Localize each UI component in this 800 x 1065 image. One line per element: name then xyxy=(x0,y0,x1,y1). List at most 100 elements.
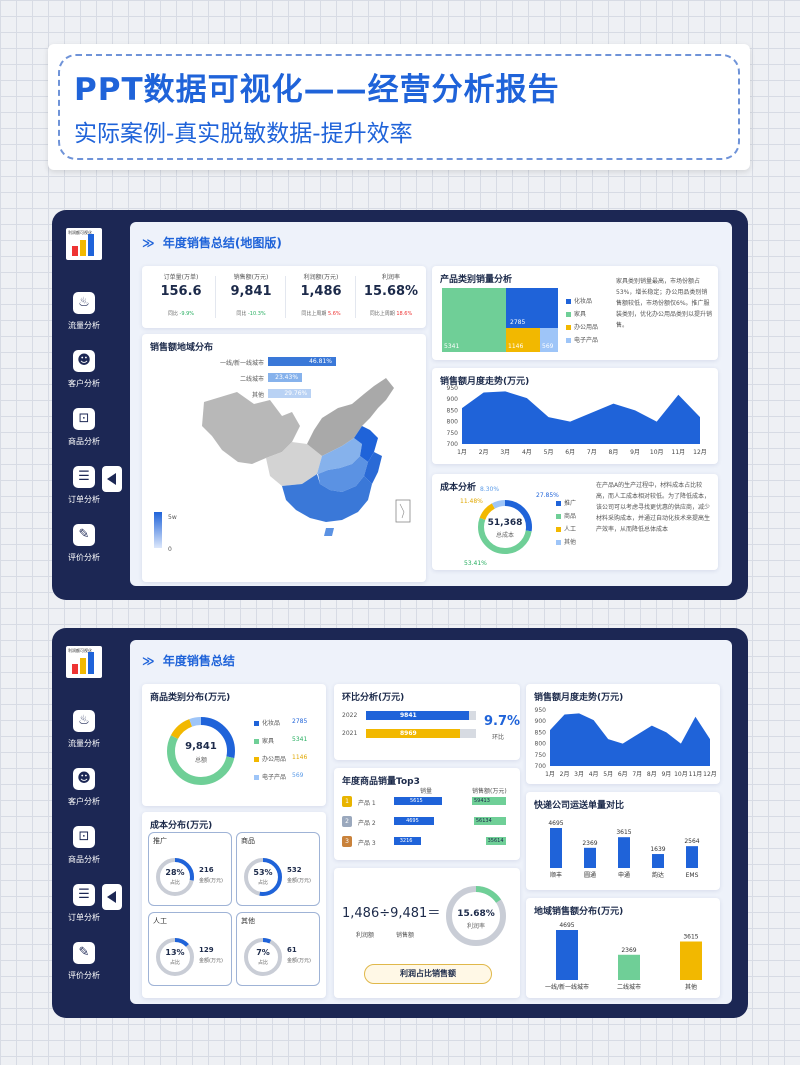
category-legend-item: 化妆品 xyxy=(254,718,280,727)
bar-category-label: 韵达 xyxy=(652,871,664,879)
map-bar: 23.43% xyxy=(268,373,303,382)
bag-icon: ⊡ xyxy=(73,826,95,848)
top3-name: 产品 1 xyxy=(358,800,376,807)
cost-pct-label: 53.41% xyxy=(464,560,487,567)
nav-item-0[interactable]: ♨ 流量分析 xyxy=(58,292,110,331)
x-tick-label: 8月 xyxy=(647,771,657,778)
map-color-legend xyxy=(154,512,162,548)
nav-label: 流量分析 xyxy=(68,321,100,330)
top3-amt-value: 35614 xyxy=(487,838,504,844)
cost-item-box: 人工 13% 占比 129 金额(万元) xyxy=(148,912,232,986)
profit-ratio-button[interactable]: 利润占比销售额 xyxy=(364,964,492,984)
donut-segment xyxy=(167,717,235,785)
cost-item-ring xyxy=(244,938,282,976)
nav-item-1[interactable]: ☻ 客户分析 xyxy=(58,768,110,807)
kpi-label: 利润额(万元) xyxy=(303,274,339,281)
bar-value-label: 2564 xyxy=(684,838,699,845)
clipboard-icon: ☰ xyxy=(73,466,95,488)
cost-item-name: 商品 xyxy=(241,837,255,845)
map-region-central xyxy=(318,456,368,492)
category-distribution-card: 商品类别分布(万元) 9,841 总额 化妆品 2785 家具 5341 办公用品 114… xyxy=(142,684,326,806)
bar-category-label: 圆通 xyxy=(584,871,596,879)
monthly-trend-card: 销售额月度走势(万元) 700 750 800 850 900 950 1月 2月 3月 4月 5月… xyxy=(432,368,718,464)
treemap-furniture: 2785 xyxy=(506,288,558,328)
nav-item-1[interactable]: ☻ 客户分析 xyxy=(58,350,110,389)
cost-total-label: 总成本 xyxy=(495,532,514,539)
region-sales-card: 地域销售额分布(万元) 4695 一线/新一线城市 2369 二线城市 3615 其他 xyxy=(526,898,720,998)
bar xyxy=(680,941,702,980)
x-tick-label: 12月 xyxy=(693,449,707,456)
cost-item-name: 推广 xyxy=(153,837,167,845)
collapse-arrow-button[interactable] xyxy=(102,884,122,910)
top3-qty-bar: 4695 xyxy=(394,817,435,825)
cost-item-ring xyxy=(244,858,282,896)
treemap-legend-item: 家具 xyxy=(566,309,586,318)
dashboard-map-version: 利润额可视化 ♨ 流量分析 ☻ 客户分析 ⊡ 商品分析 ☰ 订单分析 ✎ 评价分析 ≫ 年度销售总… xyxy=(52,210,748,600)
kpi-divider xyxy=(355,276,356,318)
y-tick-label: 950 xyxy=(535,707,547,714)
region-title: 地域销售额分布(万元) xyxy=(534,907,624,917)
kpi-label: 利润率 xyxy=(381,274,400,281)
cost-ring-arc xyxy=(244,858,282,896)
profit-label-profit: 利润额 xyxy=(356,932,375,939)
cost-item-pct-label: 占比 xyxy=(169,880,180,886)
x-tick-label: 2月 xyxy=(560,771,570,778)
nav-item-4[interactable]: ✎ 评价分析 xyxy=(58,524,110,563)
map-region-island xyxy=(324,528,334,536)
top3-qty-bar: 3216 xyxy=(394,837,422,845)
bar xyxy=(550,828,562,868)
nav-item-2[interactable]: ⊡ 商品分析 xyxy=(58,826,110,865)
kpi-compare: 同比上周期 5.6% xyxy=(288,310,354,317)
x-tick-label: 4月 xyxy=(589,771,599,778)
top3-amt-value: 56134 xyxy=(475,818,492,824)
top3-name: 产品 3 xyxy=(358,840,376,847)
map-title: 销售额地域分布 xyxy=(150,343,214,353)
south-sea-inset xyxy=(395,499,411,523)
bar-value-label: 2369 xyxy=(582,840,597,847)
treemap-legend-item: 电子产品 xyxy=(566,335,598,344)
medal-icon: 1 xyxy=(342,796,352,807)
bar-value-label: 2369 xyxy=(621,947,636,954)
y-tick-label: 700 xyxy=(535,763,547,770)
cost-item-name: 其他 xyxy=(241,917,255,925)
nav-item-3[interactable]: ☰ 订单分析 xyxy=(58,884,110,923)
nav-label: 商品分析 xyxy=(68,437,100,446)
nav-item-2[interactable]: ⊡ 商品分析 xyxy=(58,408,110,447)
monthly-title: 销售额月度走势(万元) xyxy=(534,693,624,703)
cost-item-ring xyxy=(156,938,194,976)
sidebar: 利润额可视化 ♨ 流量分析 ☻ 客户分析 ⊡ 商品分析 ☰ 订单分析 ✎ 评价分析 xyxy=(52,210,122,600)
cost-item-pct-label: 占比 xyxy=(257,880,268,886)
cost-item-pct-label: 占比 xyxy=(169,960,180,966)
cost-ring-arc xyxy=(156,938,194,976)
map-region-north xyxy=(307,378,394,456)
treemap-legend-item: 化妆品 xyxy=(566,296,592,305)
cost-item-value: 216 xyxy=(199,866,214,874)
report-title: PPT数据可视化——经营分析报告 xyxy=(74,72,560,108)
nav-item-4[interactable]: ✎ 评价分析 xyxy=(58,942,110,981)
x-tick-label: 9月 xyxy=(661,771,671,778)
nav-item-0[interactable]: ♨ 流量分析 xyxy=(58,710,110,749)
bar xyxy=(652,854,664,868)
treemap-note: 家具类别销量最高，市场份额占53%，增长稳定；办公用品类别销售额较低，市场份额仅… xyxy=(616,278,713,329)
donut-segment xyxy=(478,500,532,554)
category-total-label: 总额 xyxy=(194,757,207,764)
map-region-south xyxy=(282,474,372,522)
top3-qty-bar: 5615 xyxy=(394,797,442,805)
map-bar-label: 其他 xyxy=(251,392,264,399)
map-region-east-coast xyxy=(354,426,378,462)
cost-item-pct: 13% xyxy=(165,948,185,957)
y-tick-label: 900 xyxy=(535,718,547,725)
treemap-electronics: 569 xyxy=(540,328,558,352)
collapse-arrow-button[interactable] xyxy=(102,466,122,492)
treemap-legend-item: 办公用品 xyxy=(566,322,598,331)
x-tick-label: 9月 xyxy=(630,449,640,456)
profit-label-sales: 销售额 xyxy=(396,932,415,939)
nav-label: 客户分析 xyxy=(68,797,100,806)
x-tick-label: 10月 xyxy=(650,449,664,456)
kpi-change: 5.6% xyxy=(327,311,341,317)
legend-min: 0 xyxy=(168,546,172,553)
cost-item-unit: 金额(万元) xyxy=(199,958,223,964)
bar-value-label: 4695 xyxy=(559,922,574,929)
nav-item-3[interactable]: ☰ 订单分析 xyxy=(58,466,110,505)
